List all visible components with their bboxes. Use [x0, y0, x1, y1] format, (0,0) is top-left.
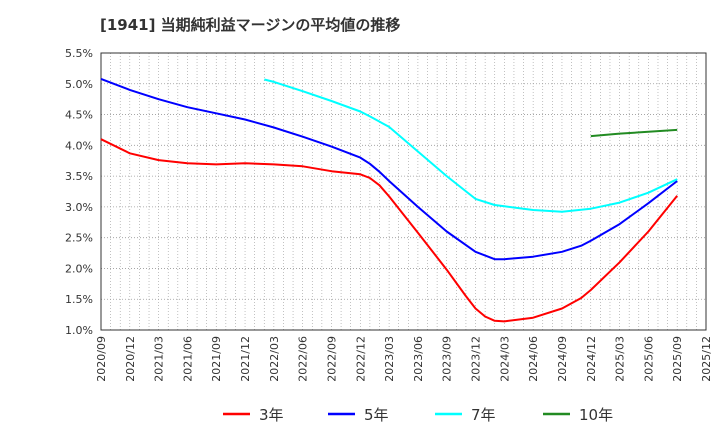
- x-tick-label: 2020/09: [95, 336, 108, 382]
- x-tick-label: 2020/12: [124, 336, 137, 382]
- y-tick-label: 3.5%: [65, 170, 93, 183]
- x-tick-label: 2023/06: [412, 336, 425, 382]
- x-tick-label: 2021/12: [239, 336, 252, 382]
- x-tick-label: 2024/09: [556, 336, 569, 382]
- x-tick-label: 2024/03: [498, 336, 511, 382]
- plot-frame: [100, 52, 707, 331]
- x-tick-label: 2023/12: [470, 336, 483, 382]
- x-tick-label: 2022/12: [354, 336, 367, 382]
- x-tick-label: 2021/06: [181, 336, 194, 382]
- x-tick-label: 2025/12: [700, 336, 713, 382]
- series-line-10年: [590, 128, 678, 138]
- y-tick-label: 1.0%: [65, 324, 93, 337]
- x-tick-label: 2023/03: [383, 336, 396, 382]
- y-tick-label: 5.5%: [65, 47, 93, 60]
- x-tick-label: 2024/06: [527, 336, 540, 382]
- y-tick-label: 1.5%: [65, 293, 93, 306]
- y-tick-label: 4.5%: [65, 109, 93, 122]
- x-tick-label: 2021/09: [210, 336, 223, 382]
- x-tick-label: 2025/06: [642, 336, 655, 382]
- legend-label: 10年: [579, 406, 613, 424]
- chart-title: [1941] 当期純利益マージンの平均値の推移: [100, 16, 401, 34]
- y-tick-label: 5.0%: [65, 78, 93, 91]
- legend-label: 3年: [259, 406, 284, 424]
- x-tick-label: 2022/09: [325, 336, 338, 382]
- x-tick-label: 2023/09: [441, 336, 454, 382]
- series-line-5年: [100, 77, 678, 261]
- x-tick-label: 2025/09: [671, 336, 684, 382]
- x-tick-label: 2025/03: [614, 336, 627, 382]
- y-tick-label: 4.0%: [65, 139, 93, 152]
- y-tick-label: 3.0%: [65, 201, 93, 214]
- legend-label: 5年: [364, 406, 389, 424]
- legend-label: 7年: [471, 406, 496, 424]
- series-line-7年: [264, 78, 678, 213]
- x-tick-label: 2022/03: [268, 336, 281, 382]
- series-line-3年: [100, 138, 678, 323]
- x-tick-label: 2022/06: [297, 336, 310, 382]
- x-tick-label: 2021/03: [153, 336, 166, 382]
- y-tick-label: 2.5%: [65, 232, 93, 245]
- y-tick-label: 2.0%: [65, 262, 93, 275]
- x-tick-label: 2024/12: [585, 336, 598, 382]
